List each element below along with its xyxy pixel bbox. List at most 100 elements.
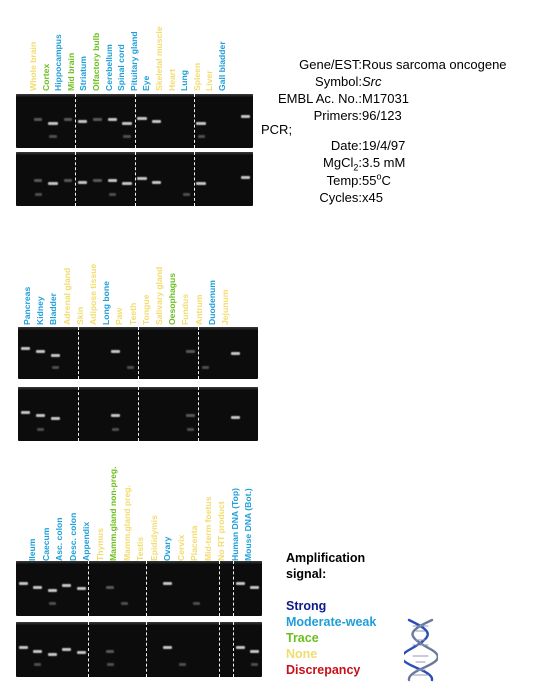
- gel-band: [76, 587, 86, 591]
- gel-band: [126, 366, 135, 369]
- gel-band: [36, 427, 45, 431]
- lane-separator: [134, 152, 136, 206]
- gel-band: [76, 651, 86, 655]
- tissue-label: Spinal cord: [116, 44, 127, 91]
- tissue-label: Desc. colon: [67, 512, 78, 561]
- gel-band: [49, 134, 57, 138]
- tissue-label: Mouse DNA (Bot.): [243, 488, 253, 561]
- gel-band: [47, 589, 57, 593]
- gene-label: Gene/EST:: [299, 57, 362, 72]
- legend-item-strong: Strong: [286, 599, 327, 613]
- gel-band: [108, 192, 116, 196]
- gel-band: [197, 134, 205, 138]
- gel-band: [182, 192, 190, 196]
- tissue-label: Duodenum: [206, 280, 217, 325]
- gel-band: [186, 427, 195, 431]
- temp-value: 55oC: [362, 171, 391, 189]
- gel-image-top: [16, 94, 253, 148]
- tissue-label: Eye: [141, 75, 152, 91]
- tissue-label: Skeletal muscle: [154, 26, 164, 92]
- gel-band: [93, 179, 102, 182]
- gel-band: [106, 663, 114, 667]
- date-label: Date:: [330, 138, 362, 153]
- pcr-row: PCR;: [261, 122, 292, 138]
- gel-band: [152, 119, 162, 123]
- lane-separator: [146, 622, 148, 677]
- lane-separator: [75, 152, 77, 206]
- mgcl-label-colon: :: [358, 155, 362, 170]
- gel-band: [50, 353, 61, 357]
- tissue-label: Adipose tissue: [88, 263, 98, 325]
- gel-band: [230, 415, 241, 419]
- gel-image-bottom: [16, 152, 253, 206]
- gel-wells: [16, 622, 262, 625]
- tissue-label: Whole brain: [28, 41, 38, 91]
- lane-separator: [138, 327, 139, 379]
- legend-item-discrepancy: Discrepancy: [286, 663, 361, 677]
- lane-separator: [233, 561, 235, 616]
- gel-band: [34, 118, 43, 122]
- temp-value-sup: o: [376, 171, 382, 182]
- gel-band: [33, 649, 43, 653]
- legend-title-line1: Amplification: [286, 551, 366, 565]
- gel-band: [48, 182, 58, 186]
- gel-band: [250, 649, 260, 653]
- tissue-label: Paw: [114, 307, 125, 325]
- symbol-label: Symbol:: [315, 74, 362, 89]
- tissue-label: Asc. colon: [54, 517, 64, 561]
- tissue-label: Adrenal gland: [61, 267, 72, 325]
- gel-band: [250, 585, 260, 589]
- mgcl-label-sub: 2: [353, 162, 359, 173]
- lane-separator: [198, 327, 199, 379]
- lane-separator: [78, 327, 79, 379]
- lane-separator: [193, 94, 195, 148]
- mgcl-value: 3.5 mM: [362, 155, 406, 170]
- gel-band: [106, 585, 115, 589]
- tissue-label: Kidney: [35, 296, 46, 325]
- lane-separator: [218, 622, 220, 677]
- gel-band: [18, 582, 28, 586]
- tissue-label: Tongue: [140, 294, 151, 325]
- lane-separator: [88, 622, 90, 677]
- gel-band: [34, 179, 43, 182]
- gel-band: [63, 179, 72, 182]
- symbol-value: Src: [362, 74, 382, 89]
- gel-band: [193, 602, 201, 606]
- gel-band: [34, 663, 42, 667]
- tissue-label: Human DNA (Top): [229, 487, 240, 561]
- tissue-label: Cervix: [175, 534, 186, 561]
- gel-band: [240, 115, 251, 119]
- gel-band: [137, 116, 147, 120]
- mgcl-label-main: MgCl: [323, 155, 354, 170]
- gel-image-top: [16, 561, 262, 616]
- tissue-label: Teeth: [127, 302, 138, 325]
- gel-band: [201, 366, 210, 369]
- tissue-label: Appendix: [81, 521, 91, 561]
- tissue-label: Antrum: [193, 294, 204, 325]
- gel-band: [51, 366, 60, 369]
- legend-item-trace: Trace: [286, 631, 319, 645]
- lane-separator: [198, 387, 199, 441]
- lane-separator: [138, 387, 139, 441]
- tissue-label: Gall bladder: [217, 41, 227, 91]
- gel-band: [196, 121, 206, 125]
- gel-band: [107, 179, 117, 182]
- gel-band: [196, 182, 206, 186]
- gel-band: [163, 646, 173, 650]
- legend-item-moderate-weak: Moderate-weak: [286, 615, 377, 629]
- lane-separator: [134, 94, 136, 148]
- gel-band: [33, 585, 43, 589]
- tissue-label: Heart: [166, 69, 177, 91]
- embl-label: EMBL Ac. No.:: [277, 91, 362, 106]
- legend-item-none: None: [286, 647, 318, 661]
- lane-separator: [78, 387, 79, 441]
- gel-band: [230, 351, 241, 355]
- gel-band: [111, 427, 120, 431]
- gel-band: [120, 602, 129, 606]
- gel-band: [20, 410, 31, 414]
- primers-value: 96/123: [362, 108, 402, 123]
- tissue-label: Placenta: [189, 525, 199, 561]
- gel-band: [235, 646, 245, 650]
- gel-band: [62, 647, 72, 651]
- tissue-label: No RT product: [216, 501, 226, 561]
